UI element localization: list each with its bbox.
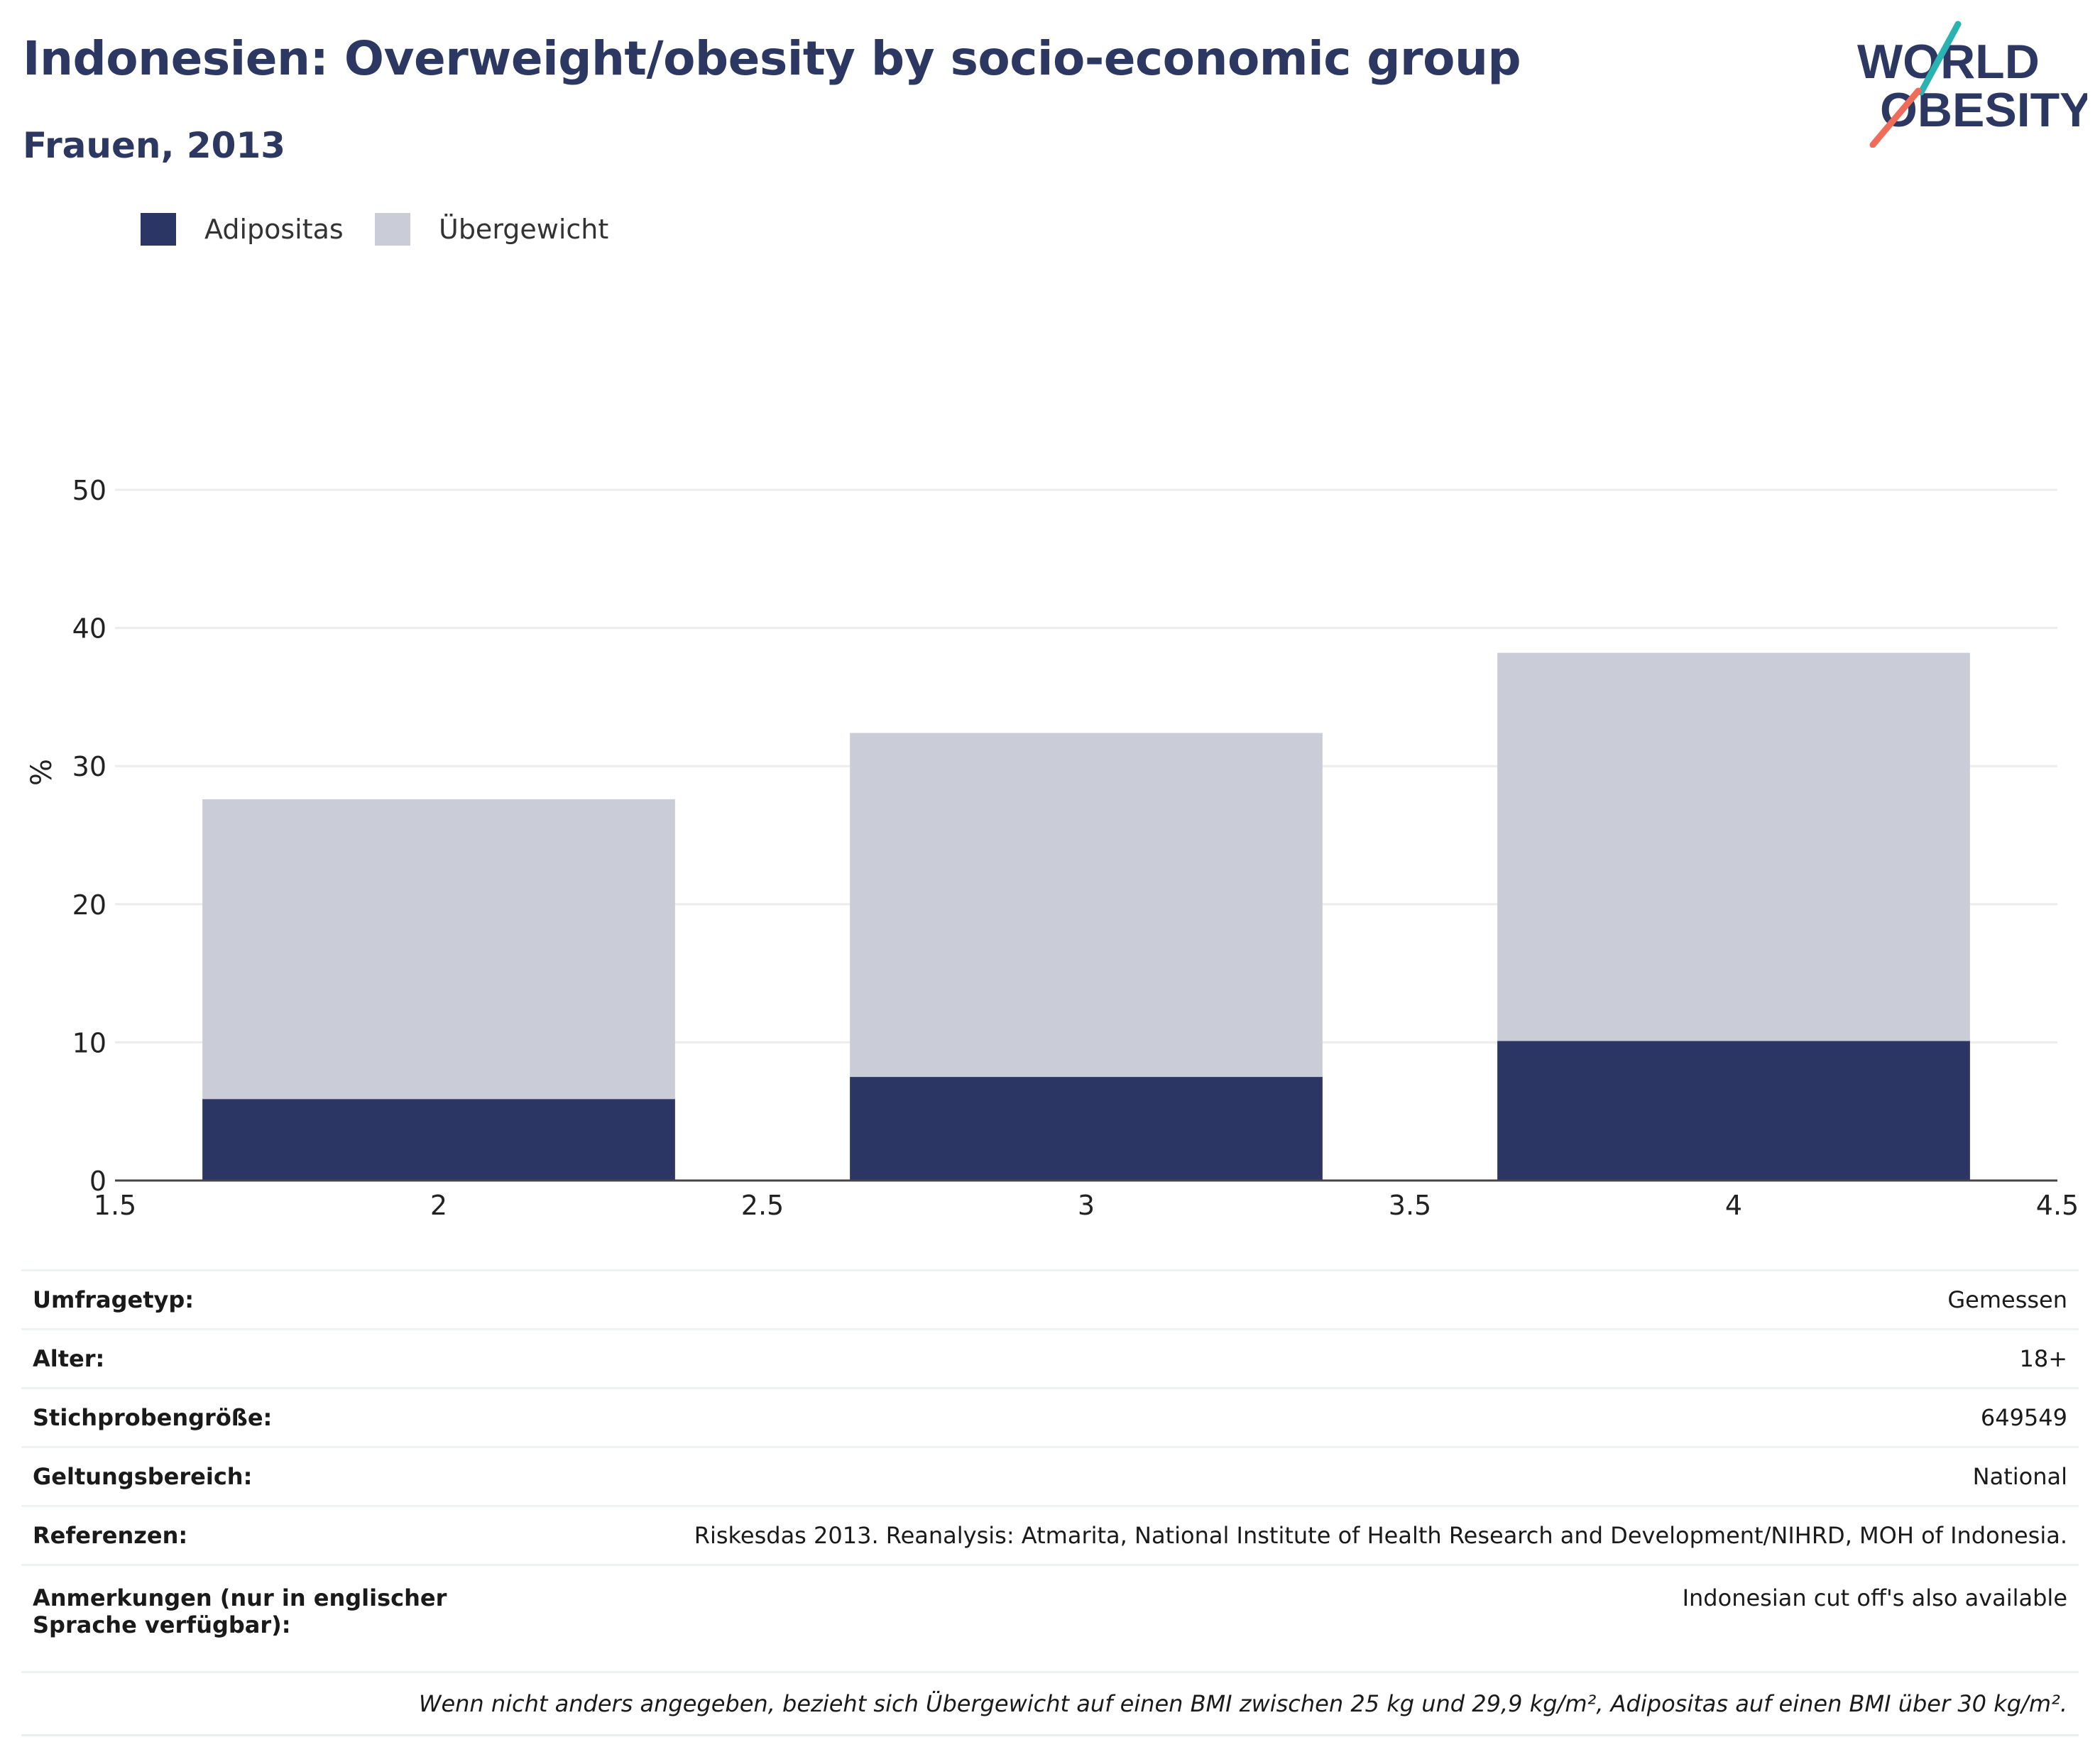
x-tick-label: 4 [1725, 1190, 1742, 1221]
x-tick-label: 4.5 [2036, 1190, 2079, 1221]
bar-adipositas [1497, 1041, 1970, 1181]
y-axis-label: % [26, 759, 58, 786]
footnote: Wenn nicht anders angegeben, bezieht sic… [418, 1690, 2067, 1717]
x-tick-label: 2.5 [741, 1190, 784, 1221]
y-tick-label: 40 [72, 613, 106, 645]
info-row-umfragetyp: Umfragetyp: Gemessen [21, 1270, 2079, 1330]
y-tick-label: 20 [72, 889, 106, 921]
chart-title: Indonesien: Overweight/obesity by socio-… [23, 31, 1521, 86]
chart-subtitle: Frauen, 2013 [23, 125, 286, 166]
bar-chart: 0 10 20 30 40 50 1.5 2 2.5 3 3.5 4 4.5 % [26, 475, 2079, 1221]
info-value: Gemessen [1947, 1286, 2067, 1313]
legend-swatch-uebergewicht [375, 213, 410, 246]
info-value: National [1972, 1463, 2067, 1490]
info-row-stichprobengroesse: Stichprobengröße: 649549 [21, 1388, 2079, 1447]
logo-text-obesity: OBESITY [1880, 83, 2087, 137]
x-tick-label: 1.5 [94, 1190, 136, 1221]
info-row-alter: Alter: 18+ [21, 1329, 2079, 1389]
x-tick-label: 3 [1078, 1190, 1095, 1221]
bar-uebergewicht [202, 799, 675, 1100]
logo-slash-teal [1918, 21, 1962, 96]
legend-label-uebergewicht: Übergewicht [439, 214, 609, 245]
legend-label-adipositas: Adipositas [204, 214, 344, 245]
logo-slash-coral [1869, 87, 1922, 148]
bar-uebergewicht [850, 733, 1323, 1078]
info-row-geltungsbereich: Geltungsbereich: National [21, 1447, 2079, 1506]
info-key: Geltungsbereich: [33, 1463, 253, 1490]
bar-adipositas [850, 1077, 1323, 1181]
info-key: Stichprobengröße: [33, 1404, 273, 1431]
info-key: Alter: [33, 1345, 105, 1372]
info-row-referenzen: Referenzen: Riskesdas 2013. Reanalysis: … [21, 1506, 2079, 1565]
info-row-anmerkungen: Anmerkungen (nur in englischer Sprache v… [21, 1565, 2079, 1672]
bar-adipositas [202, 1099, 675, 1181]
axes: 0 10 20 30 40 50 1.5 2 2.5 3 3.5 4 4.5 [72, 475, 2079, 1221]
bar-uebergewicht [1497, 652, 1970, 1041]
info-key: Umfragetyp: [33, 1286, 195, 1313]
info-row-footnote: Wenn nicht anders angegeben, bezieht sic… [21, 1672, 2079, 1736]
y-tick-label: 50 [72, 475, 106, 506]
info-value: 649549 [1980, 1404, 2067, 1431]
y-tick-label: 0 [89, 1166, 106, 1197]
world-obesity-logo: WORLD OBESITY [1857, 21, 2087, 148]
bars [202, 652, 1970, 1181]
info-value: Riskesdas 2013. Reanalysis: Atmarita, Na… [694, 1522, 2067, 1549]
x-tick-label: 2 [430, 1190, 447, 1221]
info-value: Indonesian cut off's also available [1682, 1584, 2067, 1611]
y-tick-label: 30 [72, 751, 106, 782]
x-tick-label: 3.5 [1389, 1190, 1431, 1221]
info-value: 18+ [2019, 1345, 2067, 1372]
legend-swatch-adipositas [141, 213, 176, 246]
info-key: Anmerkungen (nur in englischer Sprache v… [33, 1584, 447, 1638]
info-table: Umfragetyp: Gemessen Alter: 18+ Stichpro… [21, 1269, 2079, 1736]
info-key: Referenzen: [33, 1522, 188, 1549]
y-tick-label: 10 [72, 1027, 106, 1058]
